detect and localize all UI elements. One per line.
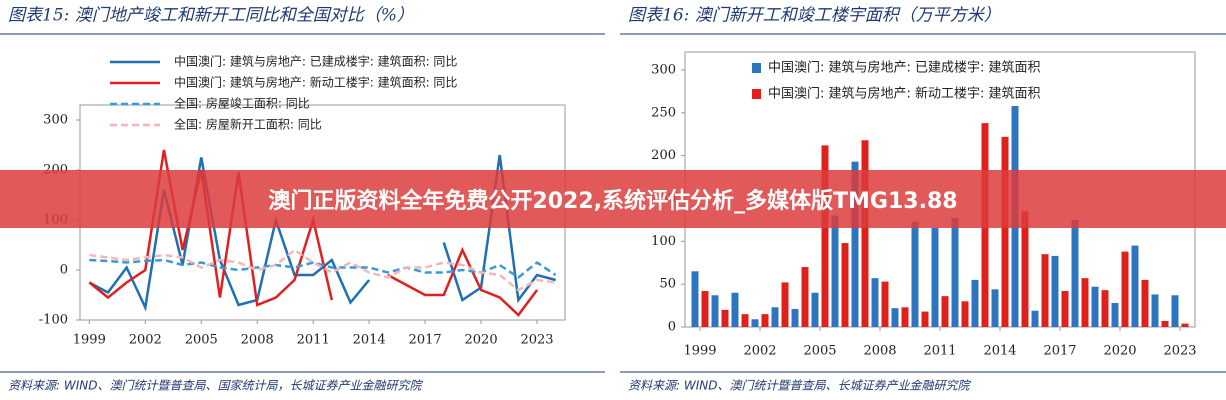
bar	[1081, 278, 1089, 327]
x-tick-label: 2005	[803, 344, 836, 359]
x-tick-label: 2005	[185, 333, 218, 348]
bar	[1161, 321, 1169, 327]
bar	[771, 307, 779, 327]
bar	[701, 291, 709, 327]
source: 资料来源: WIND、澳门统计暨普查局、长城证券产业金融研究院	[628, 379, 971, 393]
y-tick-label: 50	[659, 277, 676, 292]
bar	[931, 227, 939, 327]
line-series	[88, 154, 556, 312]
line-series	[88, 149, 539, 317]
x-tick-label: 2020	[1103, 344, 1136, 359]
bar	[1121, 251, 1129, 327]
y-tick-label: -100	[39, 313, 68, 328]
legend-swatch	[752, 63, 761, 73]
x-tick-label: 2017	[409, 333, 442, 348]
y-tick-label: 0	[668, 320, 676, 335]
x-tick-label: 2002	[743, 344, 776, 359]
y-tick-label: 100	[651, 234, 676, 249]
bar	[1021, 211, 1029, 327]
legend-label: 中国澳门: 建筑与房地产: 新动工楼宇: 建筑面积: 同比	[174, 75, 457, 90]
bar	[841, 243, 849, 327]
bar	[871, 278, 879, 327]
bar	[951, 218, 959, 327]
x-tick-label: 2017	[1043, 344, 1076, 359]
chart-title: 图表15: 澳门地产竣工和新开工同比和全国对比（%）	[8, 6, 414, 26]
legend-label: 全国: 房屋新开工面积: 同比	[174, 117, 322, 132]
bar	[731, 292, 739, 327]
bar	[1031, 310, 1039, 327]
bar	[1041, 254, 1049, 327]
bar	[901, 307, 909, 327]
x-tick-label: 2014	[983, 344, 1016, 359]
legend-label: 中国澳门: 建筑与房地产: 已建成楼宇: 建筑面积	[768, 60, 1041, 76]
bar	[861, 140, 869, 327]
bar	[751, 319, 759, 327]
bar	[781, 282, 789, 327]
bar	[761, 314, 769, 327]
bar	[791, 309, 799, 327]
bar	[1091, 286, 1099, 327]
bar	[911, 221, 919, 327]
bar	[971, 279, 979, 327]
chart-title: 图表16: 澳门新开工和竣工楼宇面积（万平方米）	[628, 6, 1001, 26]
legend-swatch	[752, 89, 761, 99]
bar	[961, 301, 969, 327]
bar	[811, 292, 819, 327]
bar	[881, 281, 889, 327]
x-tick-label: 2014	[353, 333, 386, 348]
line-series	[89, 258, 557, 280]
legend-label: 中国澳门: 建筑与房地产: 新动工楼宇: 建筑面积	[768, 86, 1041, 102]
x-tick-label: 1999	[73, 333, 106, 348]
legend-label: 中国澳门: 建筑与房地产: 已建成楼宇: 建筑面积: 同比	[174, 54, 457, 69]
bar	[921, 311, 929, 327]
x-tick-label: 2011	[297, 333, 330, 348]
x-tick-label: 2020	[465, 333, 498, 348]
x-tick-label: 2008	[241, 333, 274, 348]
banner: 澳门正版资料全年免费公开2022,系统评估分析_多媒体版TMG13.88	[0, 170, 1226, 228]
line-series	[89, 248, 556, 292]
bar	[1111, 303, 1119, 327]
y-tick-label: 0	[60, 263, 68, 278]
bar	[1151, 294, 1159, 327]
bar	[1131, 245, 1139, 327]
x-tick-label: 1999	[683, 344, 716, 359]
bar	[1171, 295, 1179, 327]
x-tick-label: 2008	[863, 344, 896, 359]
bar	[991, 289, 999, 327]
bar	[821, 145, 829, 327]
bar	[851, 161, 859, 327]
bar	[741, 314, 749, 327]
x-tick-label: 2023	[1163, 344, 1196, 359]
source: 资料来源: WIND、澳门统计暨普查局、国家统计局，长城证券产业金融研究院	[8, 379, 423, 393]
bar	[801, 267, 809, 327]
x-tick-label: 2011	[923, 344, 956, 359]
y-tick-label: 200	[651, 148, 676, 163]
bar	[1181, 323, 1189, 327]
bar	[721, 309, 729, 327]
bar	[1101, 290, 1109, 327]
bar	[691, 271, 699, 327]
y-tick-label: 300	[651, 63, 676, 78]
y-tick-label: 250	[651, 105, 676, 120]
bar	[1061, 291, 1069, 327]
bar	[1141, 279, 1149, 327]
bar	[891, 308, 899, 327]
bar	[1071, 219, 1079, 327]
bar	[711, 295, 719, 327]
x-tick-label: 2023	[520, 333, 553, 348]
y-tick-label: 300	[43, 113, 68, 128]
bar	[831, 215, 839, 327]
bar	[1001, 136, 1009, 327]
x-tick-label: 2002	[129, 333, 162, 348]
bar	[941, 296, 949, 327]
legend-label: 全国: 房屋竣工面积: 同比	[174, 96, 310, 111]
bar	[1051, 255, 1059, 327]
